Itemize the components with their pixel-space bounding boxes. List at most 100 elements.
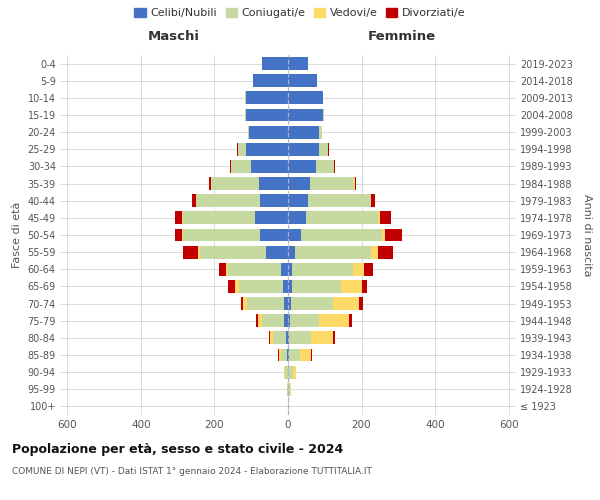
Bar: [362, 280, 367, 293]
Bar: [262, 57, 288, 70]
Bar: [238, 143, 246, 156]
Bar: [300, 348, 311, 362]
Bar: [319, 126, 322, 138]
Text: Popolazione per età, sesso e stato civile - 2024: Popolazione per età, sesso e stato civil…: [12, 442, 343, 456]
Bar: [209, 177, 211, 190]
Bar: [293, 366, 296, 378]
Bar: [287, 348, 288, 362]
Bar: [328, 143, 329, 156]
Bar: [333, 332, 335, 344]
Bar: [319, 143, 328, 156]
Bar: [183, 246, 198, 258]
Bar: [269, 332, 273, 344]
Bar: [219, 263, 226, 276]
Bar: [287, 383, 288, 396]
Bar: [378, 246, 393, 258]
Bar: [237, 143, 238, 156]
Bar: [288, 280, 292, 293]
Bar: [183, 212, 255, 224]
Bar: [289, 348, 300, 362]
Bar: [239, 280, 283, 293]
Bar: [255, 212, 288, 224]
Bar: [378, 212, 380, 224]
Bar: [364, 263, 373, 276]
Bar: [192, 194, 196, 207]
Bar: [251, 160, 288, 173]
Bar: [288, 314, 290, 327]
Bar: [278, 348, 279, 362]
Bar: [288, 400, 289, 413]
Bar: [182, 228, 183, 241]
Bar: [292, 280, 341, 293]
Bar: [288, 57, 308, 70]
Bar: [288, 263, 292, 276]
Bar: [245, 108, 246, 122]
Bar: [248, 126, 250, 138]
Bar: [311, 332, 333, 344]
Bar: [256, 314, 258, 327]
Bar: [290, 314, 319, 327]
Bar: [227, 280, 235, 293]
Bar: [243, 297, 247, 310]
Text: COMUNE DI NEPI (VT) - Dati ISTAT 1° gennaio 2024 - Elaborazione TUTTITALIA.IT: COMUNE DI NEPI (VT) - Dati ISTAT 1° genn…: [12, 468, 372, 476]
Bar: [198, 246, 200, 258]
Bar: [175, 212, 182, 224]
Bar: [307, 212, 378, 224]
Bar: [291, 297, 333, 310]
Bar: [200, 246, 266, 258]
Bar: [316, 160, 334, 173]
Bar: [246, 108, 288, 122]
Y-axis label: Fasce di età: Fasce di età: [12, 202, 22, 268]
Bar: [259, 177, 288, 190]
Y-axis label: Anni di nascita: Anni di nascita: [583, 194, 592, 276]
Bar: [301, 228, 382, 241]
Bar: [235, 280, 239, 293]
Bar: [288, 348, 289, 362]
Bar: [382, 228, 385, 241]
Bar: [226, 263, 228, 276]
Bar: [288, 126, 319, 138]
Bar: [292, 263, 353, 276]
Bar: [380, 212, 391, 224]
Bar: [323, 108, 324, 122]
Bar: [260, 194, 288, 207]
Bar: [288, 92, 323, 104]
Bar: [288, 143, 319, 156]
Bar: [247, 297, 284, 310]
Bar: [258, 314, 262, 327]
Bar: [284, 297, 288, 310]
Bar: [385, 228, 402, 241]
Bar: [371, 246, 378, 258]
Bar: [288, 194, 308, 207]
Bar: [319, 314, 349, 327]
Bar: [281, 263, 288, 276]
Bar: [231, 160, 251, 173]
Bar: [283, 280, 288, 293]
Bar: [196, 194, 260, 207]
Bar: [279, 348, 281, 362]
Bar: [359, 297, 362, 310]
Bar: [228, 263, 281, 276]
Text: Maschi: Maschi: [148, 30, 200, 43]
Legend: Celibi/Nubili, Coniugati/e, Vedovi/e, Divorziati/e: Celibi/Nubili, Coniugati/e, Vedovi/e, Di…: [132, 6, 468, 20]
Bar: [281, 348, 287, 362]
Bar: [288, 177, 310, 190]
Bar: [284, 314, 288, 327]
Bar: [260, 228, 288, 241]
Bar: [183, 228, 260, 241]
Bar: [371, 194, 375, 207]
Bar: [241, 297, 243, 310]
Bar: [353, 263, 364, 276]
Bar: [262, 314, 284, 327]
Bar: [334, 160, 335, 173]
Bar: [288, 246, 295, 258]
Bar: [288, 74, 317, 87]
Bar: [175, 228, 182, 241]
Bar: [288, 212, 307, 224]
Bar: [250, 126, 288, 138]
Bar: [273, 332, 286, 344]
Bar: [182, 212, 183, 224]
Bar: [355, 177, 356, 190]
Bar: [288, 228, 301, 241]
Bar: [288, 297, 291, 310]
